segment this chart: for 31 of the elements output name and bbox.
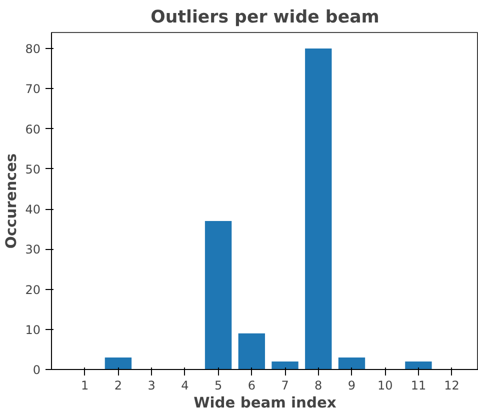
- bar: [238, 333, 265, 370]
- y-tick-label: 60: [25, 122, 41, 136]
- x-tick-label: 10: [377, 378, 393, 392]
- x-tick-label: 2: [114, 378, 122, 392]
- y-tick-label: 80: [25, 42, 41, 56]
- x-tick-label: 4: [181, 378, 189, 392]
- bar: [338, 357, 366, 370]
- x-tick-label: 7: [281, 378, 289, 392]
- y-tick-label: 40: [25, 202, 41, 217]
- chart-title: Outliers per wide beam: [150, 8, 380, 28]
- x-tick-label: 12: [444, 378, 460, 392]
- y-tick-label: 70: [25, 82, 41, 96]
- y-tick-label: 50: [25, 162, 41, 176]
- x-axis-title: Wide beam index: [194, 394, 337, 412]
- x-tick-label: 11: [410, 378, 426, 392]
- x-tick-label: 1: [81, 378, 89, 392]
- x-tick-label: 5: [214, 378, 222, 392]
- x-tick-label: 6: [248, 378, 256, 392]
- y-tick-label: 0: [32, 363, 41, 377]
- bar: [405, 361, 432, 370]
- y-tick-label: 20: [25, 282, 41, 297]
- bar: [204, 221, 232, 370]
- bar: [104, 357, 132, 370]
- x-tick-label: 9: [348, 378, 356, 392]
- bar: [305, 48, 332, 370]
- x-tick-label: 8: [314, 378, 322, 392]
- x-tick-label: 3: [148, 378, 156, 392]
- y-tick-label: 10: [25, 322, 41, 337]
- y-tick-label: 30: [25, 242, 41, 257]
- bar: [272, 361, 298, 370]
- y-axis-title: Occurences: [3, 153, 20, 249]
